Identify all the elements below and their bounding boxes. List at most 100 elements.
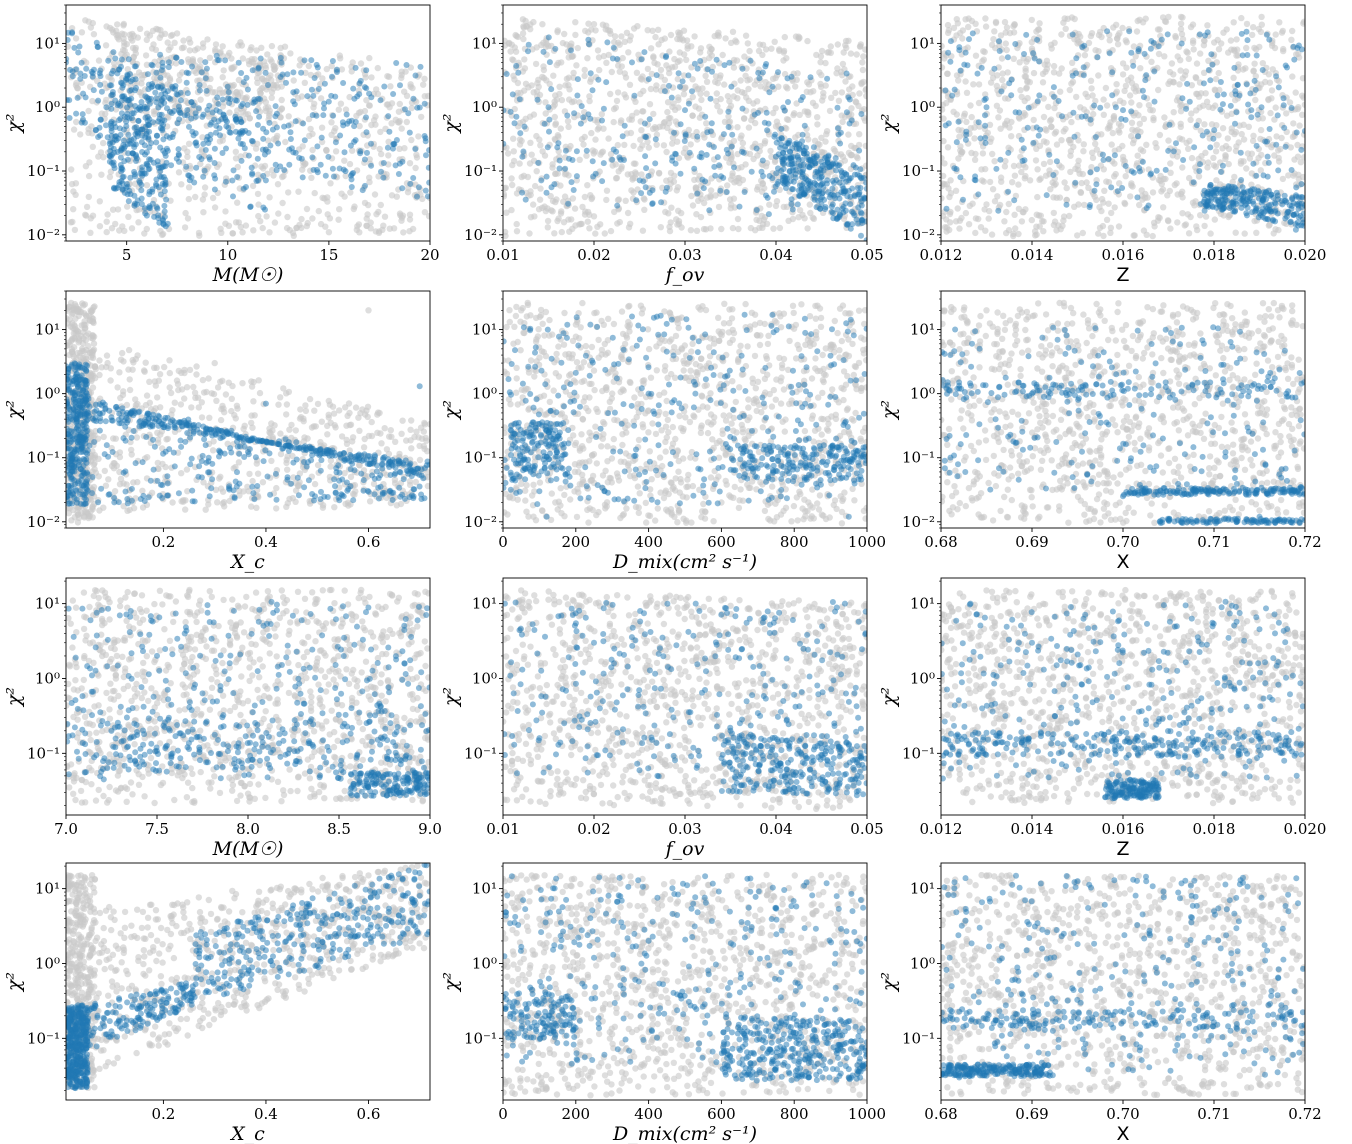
scatter-point	[339, 119, 346, 126]
scatter-point	[281, 43, 289, 50]
scatter-point	[1176, 81, 1183, 88]
scatter-point	[594, 126, 601, 133]
scatter-point	[734, 215, 742, 223]
scatter-point	[862, 46, 867, 53]
axes-frame	[65, 4, 431, 242]
scatter-point	[212, 41, 220, 48]
scatter-point	[1048, 123, 1055, 130]
scatter-point	[415, 133, 422, 140]
scatter-point	[349, 147, 356, 154]
scatter-point	[637, 136, 644, 143]
scatter-point	[702, 113, 709, 120]
scatter-point	[120, 39, 128, 46]
scatter-point	[971, 156, 979, 163]
scatter-point	[996, 107, 1004, 114]
scatter-point	[100, 154, 107, 161]
scatter-point	[856, 147, 863, 154]
scatter-point	[956, 47, 963, 54]
y-tick-label: 10⁻¹	[464, 162, 497, 180]
scatter-point	[267, 56, 274, 63]
scatter-point	[325, 229, 333, 236]
scatter-point	[771, 133, 778, 140]
scatter-point	[595, 76, 602, 83]
scatter-point	[761, 185, 768, 192]
scatter-point	[167, 108, 173, 115]
scatter-point	[119, 166, 126, 173]
scatter-point	[720, 131, 727, 138]
scatter-point	[554, 28, 561, 36]
scatter-point	[408, 136, 415, 144]
scatter-point	[151, 213, 158, 220]
scatter-point	[676, 57, 683, 64]
scatter-point	[1197, 161, 1203, 168]
scatter-point	[1057, 88, 1064, 95]
scatter-point	[222, 117, 229, 123]
scatter-point	[770, 225, 777, 232]
scatter-point	[214, 94, 221, 101]
scatter-point	[845, 131, 852, 138]
scatter-point	[959, 35, 966, 42]
scatter-point	[1273, 189, 1280, 196]
scatter-point	[125, 198, 132, 205]
scatter-point	[607, 90, 614, 98]
scatter-point	[739, 65, 746, 72]
scatter-point	[1151, 98, 1158, 105]
scatter-point	[200, 209, 207, 216]
scatter-point	[364, 211, 371, 218]
scatter-point	[412, 72, 419, 79]
scatter-point	[667, 219, 674, 226]
scatter-point	[155, 118, 162, 125]
scatter-point	[744, 40, 751, 47]
scatter-point	[1271, 152, 1278, 159]
scatter-point	[415, 184, 422, 191]
scatter-point	[581, 66, 588, 74]
scatter-point	[76, 43, 83, 50]
scatter-point	[638, 127, 645, 134]
scatter-point	[230, 193, 236, 200]
scatter-point	[252, 145, 260, 152]
scatter-point	[1230, 74, 1237, 82]
scatter-point	[845, 149, 853, 156]
scatter-point	[1253, 142, 1260, 149]
scatter-point	[709, 63, 716, 71]
scatter-point	[585, 36, 592, 43]
scatter-point	[727, 176, 735, 183]
scatter-point	[1288, 105, 1295, 111]
subplot-r0-c2: 0.012 0.014 0.016 0.018 0.02010⁻²10⁻¹10⁰10¹Z…	[878, 4, 1326, 286]
scatter-point	[829, 210, 836, 216]
scatter-point	[1001, 95, 1009, 102]
scatter-point	[1275, 158, 1283, 165]
scatter-point	[1040, 160, 1048, 168]
scatter-point	[136, 25, 144, 32]
scatter-point	[528, 151, 535, 158]
scatter-point	[991, 65, 998, 72]
scatter-point	[801, 122, 808, 129]
scatter-point	[991, 198, 999, 205]
scatter-point	[840, 215, 848, 222]
scatter-point	[225, 89, 232, 96]
scatter-point	[380, 160, 387, 166]
x-axis-label: M(M☉)	[212, 264, 284, 286]
scatter-point	[791, 110, 798, 117]
scatter-point	[1283, 110, 1290, 117]
scatter-point	[265, 82, 271, 88]
scatter-point	[606, 27, 614, 34]
scatter-point	[1080, 141, 1088, 148]
scatter-point	[1134, 126, 1141, 134]
scatter-point	[972, 150, 979, 158]
scatter-point	[1179, 95, 1186, 102]
scatter-point	[117, 131, 124, 138]
scatter-point	[952, 187, 960, 194]
scatter-point	[1290, 211, 1297, 218]
scatter-point	[626, 81, 634, 89]
scatter-point	[1244, 150, 1252, 157]
scatter-point	[1079, 229, 1087, 237]
scatter-point	[1128, 168, 1135, 175]
scatter-point	[424, 193, 430, 200]
scatter-point	[1104, 28, 1111, 35]
scatter-point	[981, 48, 988, 56]
scatter-point	[1243, 44, 1250, 52]
scatter-point	[406, 216, 414, 223]
scatter-point	[112, 133, 119, 140]
scatter-point	[105, 57, 112, 64]
